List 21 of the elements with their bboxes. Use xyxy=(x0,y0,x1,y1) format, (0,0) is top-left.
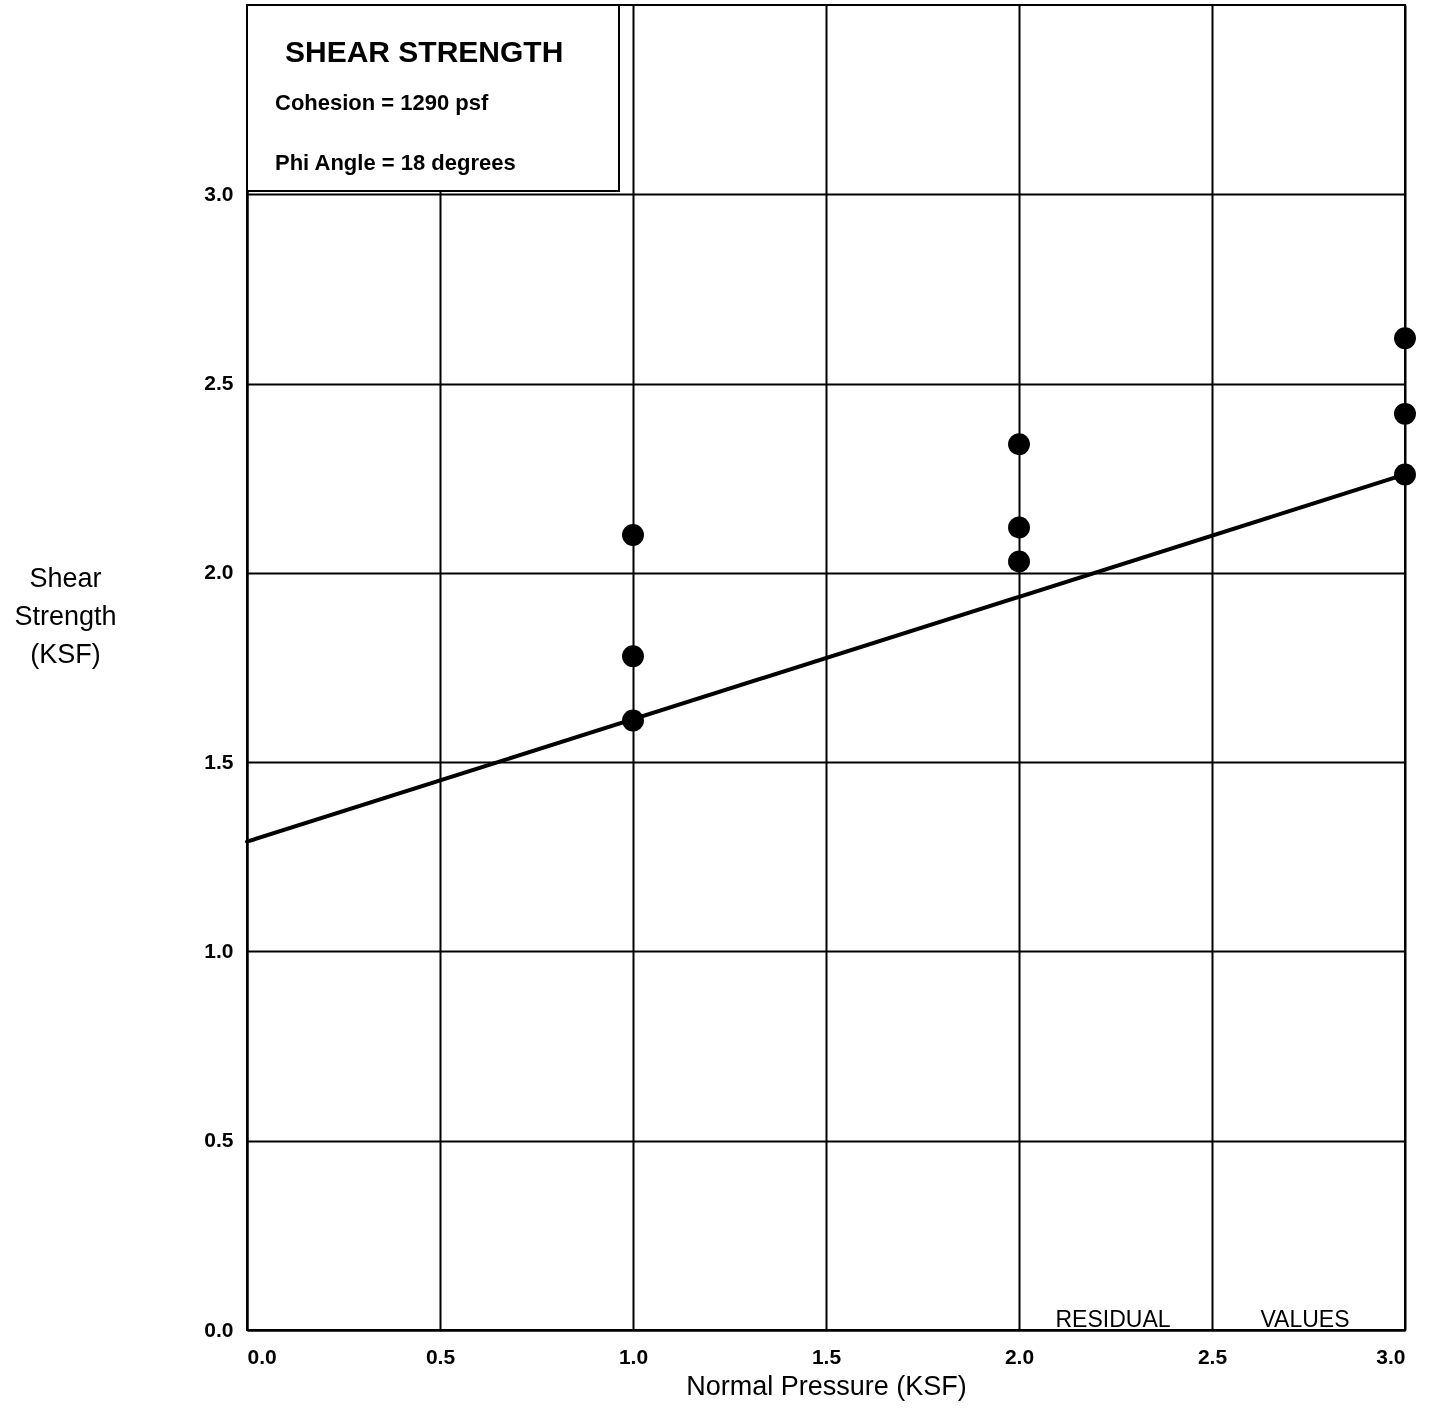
y-tick-label: 2.5 xyxy=(204,371,234,395)
x-axis-title: Normal Pressure (KSF) xyxy=(686,1370,967,1401)
x-tick-label: 0.0 xyxy=(247,1344,277,1368)
annotation: Phi Angle = 18 degrees xyxy=(275,150,516,175)
annotation: Cohesion = 1290 psf xyxy=(275,90,490,115)
x-tick-label: 0.5 xyxy=(425,1344,456,1368)
y-tick-label: 1.5 xyxy=(204,749,234,773)
y-tick-label: 3.0 xyxy=(204,181,234,205)
y-tick-label: 1.0 xyxy=(204,938,234,962)
y-tick-label: 0.5 xyxy=(204,1128,234,1152)
y-tick-label: 2.0 xyxy=(204,560,234,584)
y-axis-title: Shear Strength (KSF) xyxy=(14,562,117,669)
text: SHEAR STRENGTH xyxy=(285,35,564,68)
x-tick-label: 1.5 xyxy=(811,1344,842,1368)
y-tick-label: 0.0 xyxy=(204,1317,234,1341)
annotation: VALUES xyxy=(1260,1306,1350,1332)
x-tick-label: 3.0 xyxy=(1376,1344,1406,1368)
x-tick-label: 1.0 xyxy=(618,1344,649,1368)
annotation: RESIDUAL xyxy=(1055,1306,1171,1332)
x-tick-label: 2.0 xyxy=(1004,1344,1035,1368)
x-tick-label: 2.5 xyxy=(1197,1344,1228,1368)
